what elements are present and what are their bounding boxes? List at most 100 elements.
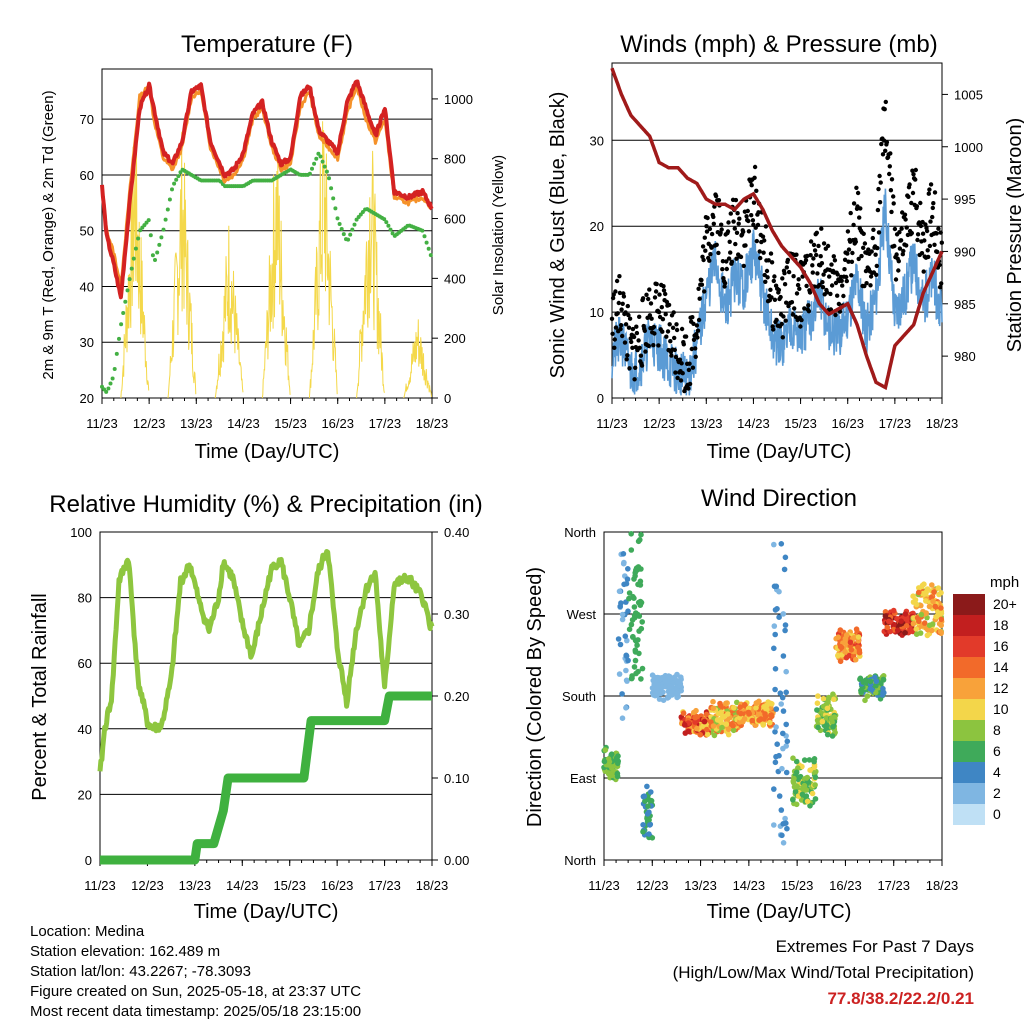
extremes-heading: Extremes For Past 7 Days <box>775 937 974 956</box>
solar-insolation-line <box>403 319 432 399</box>
latlon-text: Station lat/lon: 43.2267; -78.3093 <box>30 963 252 980</box>
gust-point <box>878 180 883 185</box>
wind-direction-point <box>930 598 936 605</box>
dewpoint-point <box>346 237 351 242</box>
gust-point <box>724 259 729 264</box>
gust-point <box>693 346 698 351</box>
gust-point <box>738 254 744 260</box>
wind-direction-point <box>806 757 813 763</box>
gust-point <box>880 152 886 157</box>
gust-point <box>913 167 918 173</box>
wind-direction-point <box>776 588 782 595</box>
wind-direction-point <box>753 705 759 711</box>
wind-direction-point <box>886 618 892 625</box>
wind-direction-point <box>846 652 853 659</box>
gust-point <box>868 283 873 288</box>
direction-xtick-label: 14/23 <box>733 878 766 893</box>
colorbar-swatch <box>953 699 985 720</box>
direction-ylabel: Direction (Colored By Speed) <box>524 567 546 827</box>
gust-point <box>690 315 695 320</box>
gust-point <box>869 249 874 254</box>
wind-direction-point <box>630 633 636 640</box>
gust-point <box>729 259 735 264</box>
humidity-xtick-label: 14/23 <box>226 878 259 893</box>
winds-xtick-label: 18/23 <box>926 416 959 431</box>
wind-direction-point <box>837 643 844 650</box>
wind-direction-point <box>790 755 796 761</box>
gust-point <box>672 335 677 341</box>
gust-point <box>904 243 909 248</box>
temperature-y2tick-label: 1000 <box>444 92 473 107</box>
wind-direction-point <box>778 701 784 707</box>
wind-direction-point <box>783 743 789 749</box>
gust-point <box>935 249 940 255</box>
wind-direction-point <box>801 782 808 789</box>
gust-point <box>825 243 831 249</box>
direction-xtick-label: 17/23 <box>877 878 910 893</box>
solar-insolation-line <box>308 121 338 399</box>
temperature-xtick-label: 13/23 <box>180 416 213 431</box>
gust-point <box>922 238 927 243</box>
wind-direction-point <box>648 789 654 795</box>
gust-point <box>920 231 926 236</box>
gust-point <box>781 314 786 319</box>
dewpoint-point <box>386 223 391 228</box>
gust-point <box>743 243 748 248</box>
temperature-xtick-label: 14/23 <box>227 416 260 431</box>
gust-point <box>846 259 851 264</box>
gust-point <box>812 248 818 253</box>
gust-point <box>925 248 930 253</box>
wind-direction-point <box>902 630 908 636</box>
wind-direction-point <box>773 583 780 590</box>
winds-ytick-label: 30 <box>590 133 604 148</box>
wind-direction-point <box>631 604 638 610</box>
wind-direction-point <box>633 670 639 677</box>
gust-point <box>727 239 732 244</box>
dewpoint-point <box>348 232 353 237</box>
dewpoint-point <box>136 236 141 241</box>
winds-xtick-label: 11/23 <box>596 416 628 431</box>
gust-point <box>887 164 892 169</box>
gust-point <box>820 285 826 290</box>
gust-point <box>791 274 796 279</box>
wind-direction-point <box>884 624 891 631</box>
colorbar-swatch <box>953 762 985 783</box>
gust-point <box>918 200 923 206</box>
gust-point <box>829 262 834 267</box>
gust-point <box>808 253 813 258</box>
wind-direction-point <box>731 704 737 711</box>
gust-point <box>939 281 944 286</box>
wind-direction-point <box>753 700 760 706</box>
gust-point <box>746 229 752 234</box>
gust-point <box>612 345 617 350</box>
gust-point <box>841 293 846 299</box>
dewpoint-point <box>333 206 338 211</box>
gust-point <box>930 214 935 220</box>
wind-direction-point <box>933 613 939 620</box>
wind-direction-point <box>628 547 635 553</box>
gust-point <box>937 285 943 290</box>
wind-direction-point <box>642 798 648 804</box>
gust-point <box>704 229 710 234</box>
wind-direction-point <box>631 664 638 670</box>
gust-point <box>630 326 636 332</box>
gust-point <box>797 286 802 291</box>
gust-point <box>728 250 733 255</box>
gust-point <box>783 318 788 323</box>
gust-point <box>707 226 713 232</box>
wind-direction-point <box>758 716 764 722</box>
gust-point <box>638 353 644 358</box>
temperature-xtick-label: 12/23 <box>133 416 166 431</box>
dewpoint-point <box>420 228 425 233</box>
gust-point <box>659 305 664 310</box>
gust-point <box>879 141 884 147</box>
wind-direction-point <box>639 619 645 625</box>
gust-point <box>927 243 933 249</box>
wind-direction-point <box>619 616 626 623</box>
gust-point <box>736 221 741 226</box>
wind-direction-point <box>837 658 844 665</box>
wind-direction-point <box>771 822 777 828</box>
gust-point <box>911 172 916 177</box>
wind-direction-point <box>620 551 627 557</box>
gust-point <box>696 317 702 323</box>
